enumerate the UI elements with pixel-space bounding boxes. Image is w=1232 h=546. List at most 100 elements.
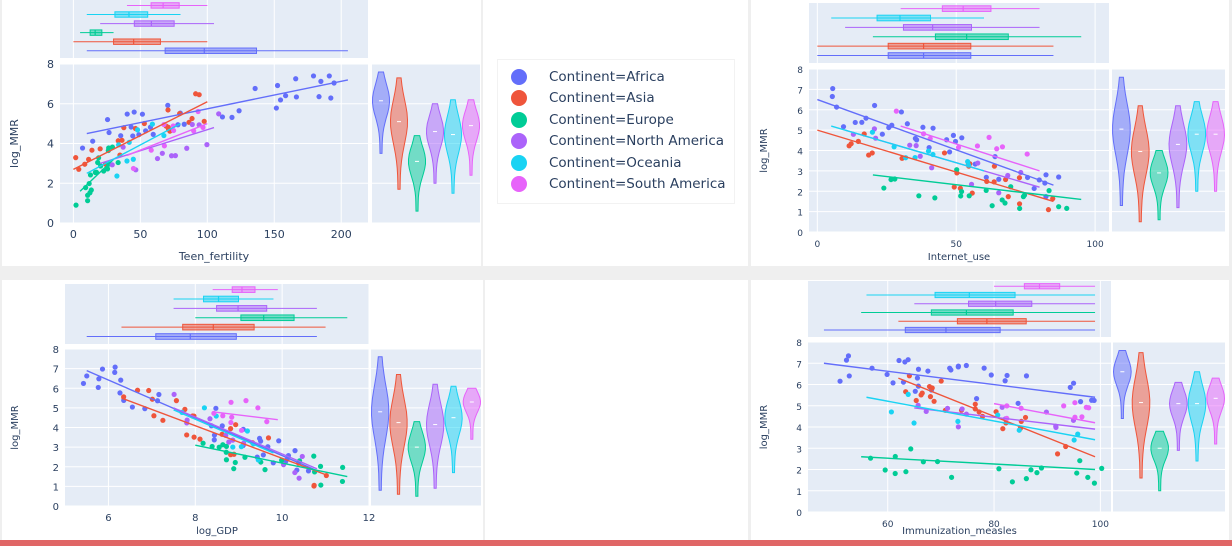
violin-south-america bbox=[462, 387, 482, 440]
trendline-south-america bbox=[126, 122, 208, 157]
y-tick-label: 2 bbox=[796, 467, 802, 477]
scatter-point-africa bbox=[890, 380, 896, 386]
x-tick-label: 100 bbox=[1087, 240, 1104, 250]
box-oceania bbox=[203, 295, 239, 303]
scatter-point-africa bbox=[95, 384, 101, 391]
scatter-point-south-america bbox=[220, 413, 226, 419]
scatter-point-north-america bbox=[184, 145, 190, 151]
y-tick-label: 0 bbox=[796, 509, 802, 519]
scatter-point-africa bbox=[293, 94, 300, 100]
scatter-point-europe bbox=[908, 446, 914, 452]
y-axis-label: log_MMR bbox=[759, 405, 770, 450]
y-tick-label: 4 bbox=[47, 138, 54, 151]
scatter-point-europe bbox=[1064, 205, 1070, 211]
scatter-point-europe bbox=[104, 166, 111, 172]
scatter-point-europe bbox=[1028, 467, 1034, 473]
scatter-point-asia bbox=[184, 432, 190, 438]
footer-bar bbox=[0, 540, 1232, 546]
scatter-point-europe bbox=[1085, 474, 1091, 480]
scatter-point-africa bbox=[859, 119, 865, 125]
legend-item-africa[interactable]: Continent=Africa bbox=[508, 66, 665, 87]
scatter-point-europe bbox=[1002, 200, 1008, 206]
scatter-point-asia bbox=[160, 417, 166, 423]
chart-svg: 0 2 4 6 8 0 50 100 150 200 Teen_fertility log_MMR bbox=[8, 0, 480, 263]
scatter-point-africa bbox=[213, 405, 219, 411]
scatter-point-africa bbox=[1015, 400, 1021, 406]
scatter-point-south-america bbox=[994, 146, 1000, 152]
legend-label: Continent=Oceania bbox=[549, 154, 682, 171]
x-tick-label: 12 bbox=[363, 513, 376, 524]
x-tick-label: 80 bbox=[988, 520, 1000, 530]
legend-item-north-america[interactable]: Continent=North America bbox=[508, 130, 724, 151]
chart-panel-immunization-measles: 0 1 2 3 4 5 6 7 8 60 80 100 Immunization_measles log_… bbox=[751, 280, 1229, 540]
scatter-point-africa bbox=[829, 93, 835, 100]
scatter-point-africa bbox=[131, 109, 137, 115]
box-north-america bbox=[133, 20, 175, 27]
scatter-point-africa bbox=[79, 145, 86, 151]
scatter-point-europe bbox=[916, 193, 922, 199]
violin-asia bbox=[389, 77, 409, 190]
scatter-point-europe bbox=[983, 187, 989, 194]
scatter-point-asia bbox=[938, 378, 944, 384]
scatter-point-africa bbox=[282, 93, 289, 99]
violin-asia bbox=[1131, 352, 1151, 479]
x-tick-label: 100 bbox=[1092, 520, 1109, 530]
x-tick-label: 60 bbox=[882, 520, 894, 530]
scatter-point-africa bbox=[273, 105, 279, 111]
scatter-point-asia bbox=[97, 146, 103, 152]
scatter-point-oceania bbox=[201, 405, 208, 411]
x-tick-label: 50 bbox=[950, 240, 962, 250]
scatter-point-north-america bbox=[216, 111, 222, 117]
scatter-point-asia bbox=[146, 387, 152, 394]
points-layer bbox=[817, 85, 1082, 213]
trendline-asia bbox=[73, 101, 208, 170]
y-tick-label: 5 bbox=[796, 403, 802, 413]
scatter-point-south-america bbox=[255, 405, 261, 411]
violin-africa bbox=[370, 356, 390, 491]
scatter-point-africa bbox=[973, 396, 980, 402]
trendline-europe bbox=[872, 174, 1082, 201]
scatter-point-africa bbox=[292, 448, 298, 454]
scatter-point-europe bbox=[867, 455, 874, 461]
scatter-point-europe bbox=[339, 478, 346, 485]
scatter-point-south-america bbox=[170, 127, 177, 134]
scatter-point-africa bbox=[912, 135, 918, 142]
y-tick-label: 6 bbox=[797, 107, 803, 117]
scatter-point-north-america bbox=[172, 153, 179, 159]
box-asia bbox=[182, 323, 255, 331]
legend-item-oceania[interactable]: Continent=Oceania bbox=[508, 152, 682, 173]
scatter-point-africa bbox=[996, 176, 1002, 182]
points-layer bbox=[823, 353, 1105, 486]
violin-oceania bbox=[444, 385, 463, 474]
box-north-america bbox=[902, 24, 972, 31]
y-tick-label: 3 bbox=[796, 445, 802, 455]
y-tick-label: 8 bbox=[47, 58, 54, 71]
legend-item-asia[interactable]: Continent=Asia bbox=[508, 87, 655, 108]
scatter-point-europe bbox=[311, 453, 317, 459]
y-tick-label: 2 bbox=[47, 177, 54, 190]
scatter-point-asia bbox=[1045, 207, 1052, 213]
trendline-south-america bbox=[993, 402, 1096, 424]
box-europe bbox=[240, 314, 295, 322]
scatter-point-africa bbox=[106, 129, 112, 136]
legend-item-europe[interactable]: Continent=Europe bbox=[508, 109, 674, 130]
scatter-point-asia bbox=[233, 422, 239, 428]
legend-item-south-america[interactable]: Continent=South America bbox=[508, 173, 726, 194]
scatter-point-oceania bbox=[995, 412, 1001, 418]
scatter-point-north-america bbox=[296, 475, 302, 481]
y-tick-label: 7 bbox=[797, 86, 803, 96]
chart-svg: 0 1 2 3 4 5 6 7 8 60 80 100 Immunization_measles log_… bbox=[759, 281, 1226, 537]
scatter-point-asia bbox=[189, 115, 195, 122]
y-tick-label: 6 bbox=[53, 384, 59, 395]
trendline-europe bbox=[861, 456, 1096, 471]
trendline-asia bbox=[121, 397, 326, 476]
trendline-south-america bbox=[212, 411, 278, 421]
scatter-point-south-america bbox=[238, 427, 245, 433]
scatter-point-europe bbox=[1046, 188, 1052, 194]
x-axis-label: Immunization_measles bbox=[902, 526, 1017, 537]
scatter-point-asia bbox=[191, 434, 197, 440]
scatter-point-oceania bbox=[161, 132, 167, 139]
trendline-north-america bbox=[173, 407, 318, 470]
trendline-south-america bbox=[900, 125, 1040, 172]
scatter-point-north-america bbox=[168, 153, 175, 159]
